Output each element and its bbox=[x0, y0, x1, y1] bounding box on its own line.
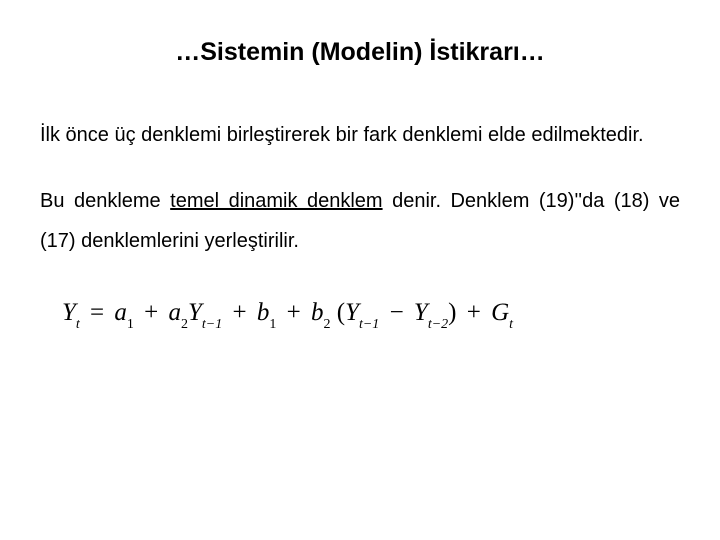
eq-var-Y-tm1a: Y bbox=[188, 299, 202, 326]
eq-sub-tm1a: t−1 bbox=[202, 317, 222, 332]
paragraph-1: İlk önce üç denklemi birleştirerek bir f… bbox=[40, 115, 680, 155]
eq-op-plus-1: + bbox=[140, 299, 162, 326]
eq-var-Y-tm2: Y bbox=[414, 299, 428, 326]
eq-var-b1: b bbox=[257, 299, 270, 326]
equation: Yt = a1 + a2Yt−1 + b1 + b2 (Yt−1 − Yt−2)… bbox=[62, 299, 513, 326]
eq-op-plus-4: + bbox=[463, 299, 485, 326]
eq-sub-tm1b: t−1 bbox=[359, 317, 379, 332]
eq-var-a2: a bbox=[169, 299, 182, 326]
page-title: …Sistemin (Modelin) İstikrarı… bbox=[40, 38, 680, 67]
eq-rparen: ) bbox=[448, 299, 456, 326]
eq-sub-t: t bbox=[76, 317, 80, 332]
para2-underlined: temel dinamik denklem bbox=[170, 190, 382, 212]
eq-var-Y-tm1b: Y bbox=[345, 299, 359, 326]
eq-lparen: ( bbox=[337, 299, 345, 326]
para2-text-a: Bu denkleme bbox=[40, 190, 170, 212]
eq-sub-tm2: t−2 bbox=[428, 317, 448, 332]
equation-block: Yt = a1 + a2Yt−1 + b1 + b2 (Yt−1 − Yt−2)… bbox=[40, 299, 680, 331]
eq-op-plus-2: + bbox=[229, 299, 251, 326]
paragraph-2: Bu denkleme temel dinamik denklem denir.… bbox=[40, 181, 680, 261]
eq-op-equals: = bbox=[86, 299, 108, 326]
eq-sub-2: 2 bbox=[181, 317, 188, 332]
eq-op-plus-3: + bbox=[283, 299, 305, 326]
eq-sub-b2: 2 bbox=[323, 317, 330, 332]
eq-sub-1: 1 bbox=[127, 317, 134, 332]
eq-var-b2: b bbox=[311, 299, 324, 326]
eq-sub-Gt: t bbox=[509, 317, 513, 332]
eq-var-a1: a bbox=[114, 299, 127, 326]
eq-var-G: G bbox=[491, 299, 509, 326]
eq-var-Y: Y bbox=[62, 299, 76, 326]
slide: …Sistemin (Modelin) İstikrarı… İlk önce … bbox=[0, 0, 720, 540]
eq-sub-b1: 1 bbox=[269, 317, 276, 332]
eq-op-minus: − bbox=[386, 299, 408, 326]
